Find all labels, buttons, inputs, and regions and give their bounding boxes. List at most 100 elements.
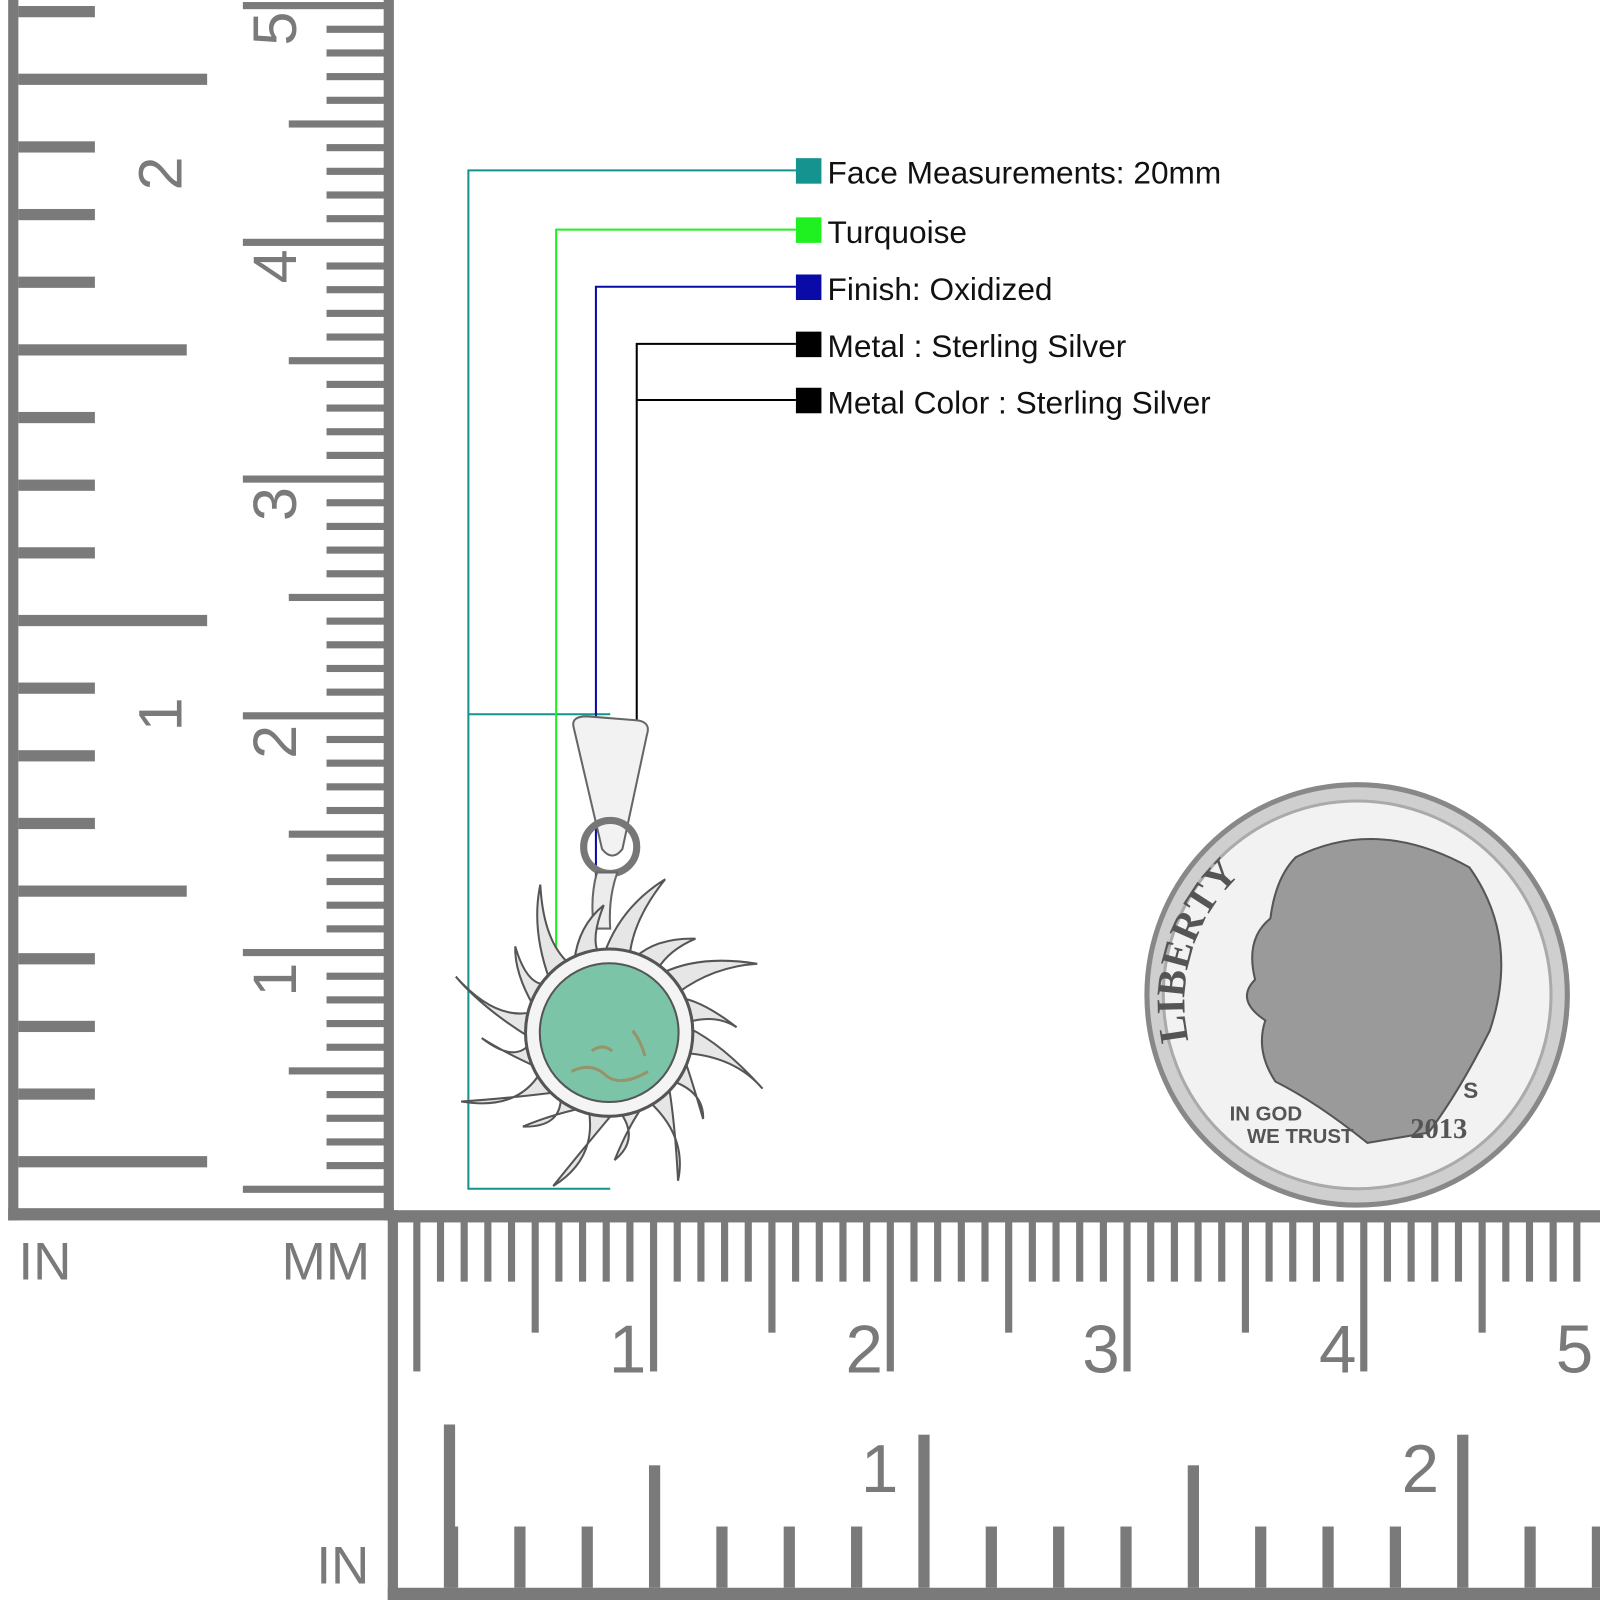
mm-tick	[326, 759, 386, 767]
mm-number-label: 3	[1082, 1312, 1119, 1387]
coin-motto-line2: WE TRUST	[1247, 1126, 1354, 1148]
mm-tick	[326, 96, 386, 104]
sun-ray	[660, 959, 758, 995]
mm-tick	[1170, 1220, 1178, 1282]
mm-tick	[1312, 1220, 1320, 1282]
mm-tick	[863, 1220, 871, 1282]
inch-tick	[1389, 1526, 1402, 1588]
inch-tick	[1053, 1526, 1065, 1588]
inch-tick	[18, 73, 208, 85]
inch-tick	[18, 682, 95, 694]
mm-tick	[1525, 1220, 1534, 1282]
inch-tick	[18, 344, 187, 356]
mm-tick	[326, 404, 386, 412]
inch-tick	[1187, 1465, 1199, 1588]
mm-tick	[242, 948, 386, 957]
inch-tick	[18, 1020, 95, 1033]
inch-tick	[851, 1526, 863, 1588]
mm-number-label: 2	[241, 725, 309, 759]
mm-tick	[1336, 1220, 1344, 1282]
mm-tick	[326, 1020, 386, 1028]
mm-tick	[326, 522, 386, 530]
inch-tick	[18, 817, 95, 830]
mm-tick	[1265, 1220, 1273, 1282]
face-measurement-line	[467, 169, 796, 1190]
mm-tick	[1360, 1220, 1368, 1372]
mm-tick	[1502, 1220, 1510, 1282]
inch-tick	[1591, 1526, 1600, 1588]
inch-tick	[18, 276, 95, 288]
inch-tick	[18, 1156, 208, 1168]
sun-ray	[552, 1108, 616, 1187]
inch-tick	[918, 1434, 930, 1588]
bottom-ruler-bottom-edge	[387, 1587, 1600, 1600]
inch-tick	[18, 479, 95, 491]
inch-tick	[1457, 1434, 1469, 1588]
mm-tick	[326, 49, 386, 57]
dime-coin-image: LIBERTY IN GOD WE TRUST 2013 S	[1144, 782, 1570, 1208]
mm-tick	[1478, 1220, 1486, 1333]
sun-ray	[684, 1026, 764, 1090]
left-mm-label: MM	[282, 1233, 370, 1292]
mm-tick	[326, 1091, 386, 1099]
left-in-label: IN	[18, 1233, 71, 1292]
mm-tick	[1099, 1220, 1107, 1282]
mm-tick	[326, 499, 386, 507]
bottom-ruler-left-edge	[387, 1210, 398, 1600]
mm-tick	[578, 1220, 587, 1282]
mm-tick	[326, 972, 386, 980]
mm-tick	[326, 191, 386, 199]
mm-number-label: 2	[846, 1312, 883, 1387]
finish-label: Finish: Oxidized	[828, 271, 1053, 307]
mm-tick	[934, 1220, 942, 1282]
mm-tick	[484, 1220, 492, 1282]
mm-tick	[288, 120, 386, 128]
mm-tick	[721, 1220, 729, 1282]
mm-tick	[326, 617, 386, 625]
sun-ray	[455, 975, 534, 1040]
mm-tick	[326, 664, 386, 673]
metal-color-label: Metal Color : Sterling Silver	[828, 384, 1211, 420]
bottom-ruler-top-edge	[387, 1210, 1600, 1223]
inch-tick	[1120, 1526, 1132, 1588]
inch-tick	[18, 1088, 95, 1100]
mm-tick	[555, 1220, 563, 1282]
mm-tick	[460, 1220, 468, 1282]
mm-tick	[326, 546, 386, 554]
inch-tick	[18, 953, 95, 965]
turquoise-label: Turquoise	[828, 214, 967, 250]
inch-tick	[1255, 1526, 1267, 1588]
left-ruler-inner-edge	[383, 0, 394, 1221]
mm-tick	[1147, 1220, 1155, 1282]
mm-tick	[326, 925, 386, 933]
inch-tick	[18, 141, 95, 153]
left-ruler-bottom-edge	[8, 1208, 394, 1221]
inch-number-label: 1	[127, 697, 195, 731]
mm-tick	[1123, 1220, 1131, 1372]
mm-tick	[326, 1043, 386, 1051]
bottom-in-label: IN	[316, 1537, 369, 1596]
mm-tick	[981, 1220, 989, 1282]
sun-ray	[481, 1037, 540, 1070]
mm-tick	[326, 428, 386, 436]
inch-tick	[783, 1526, 795, 1588]
callout-lines	[467, 169, 796, 1190]
mm-tick	[1218, 1220, 1226, 1282]
mm-tick	[436, 1220, 445, 1282]
metal-swatch	[795, 331, 822, 358]
pendant-bail	[572, 715, 649, 857]
sun-ray	[536, 884, 571, 982]
mm-tick	[744, 1220, 752, 1282]
mm-tick	[815, 1220, 823, 1282]
inch-tick	[581, 1526, 593, 1588]
mm-tick	[1431, 1220, 1439, 1282]
sun-pendant-image	[455, 715, 764, 1187]
mm-tick	[242, 475, 386, 483]
mm-tick	[288, 830, 386, 838]
mm-tick	[768, 1220, 776, 1333]
coin-motto-line1: IN GOD	[1230, 1103, 1303, 1125]
mm-tick	[326, 806, 386, 815]
mm-tick	[957, 1220, 965, 1282]
stone-matrix-veins	[570, 1029, 649, 1083]
sun-ray	[573, 904, 605, 963]
